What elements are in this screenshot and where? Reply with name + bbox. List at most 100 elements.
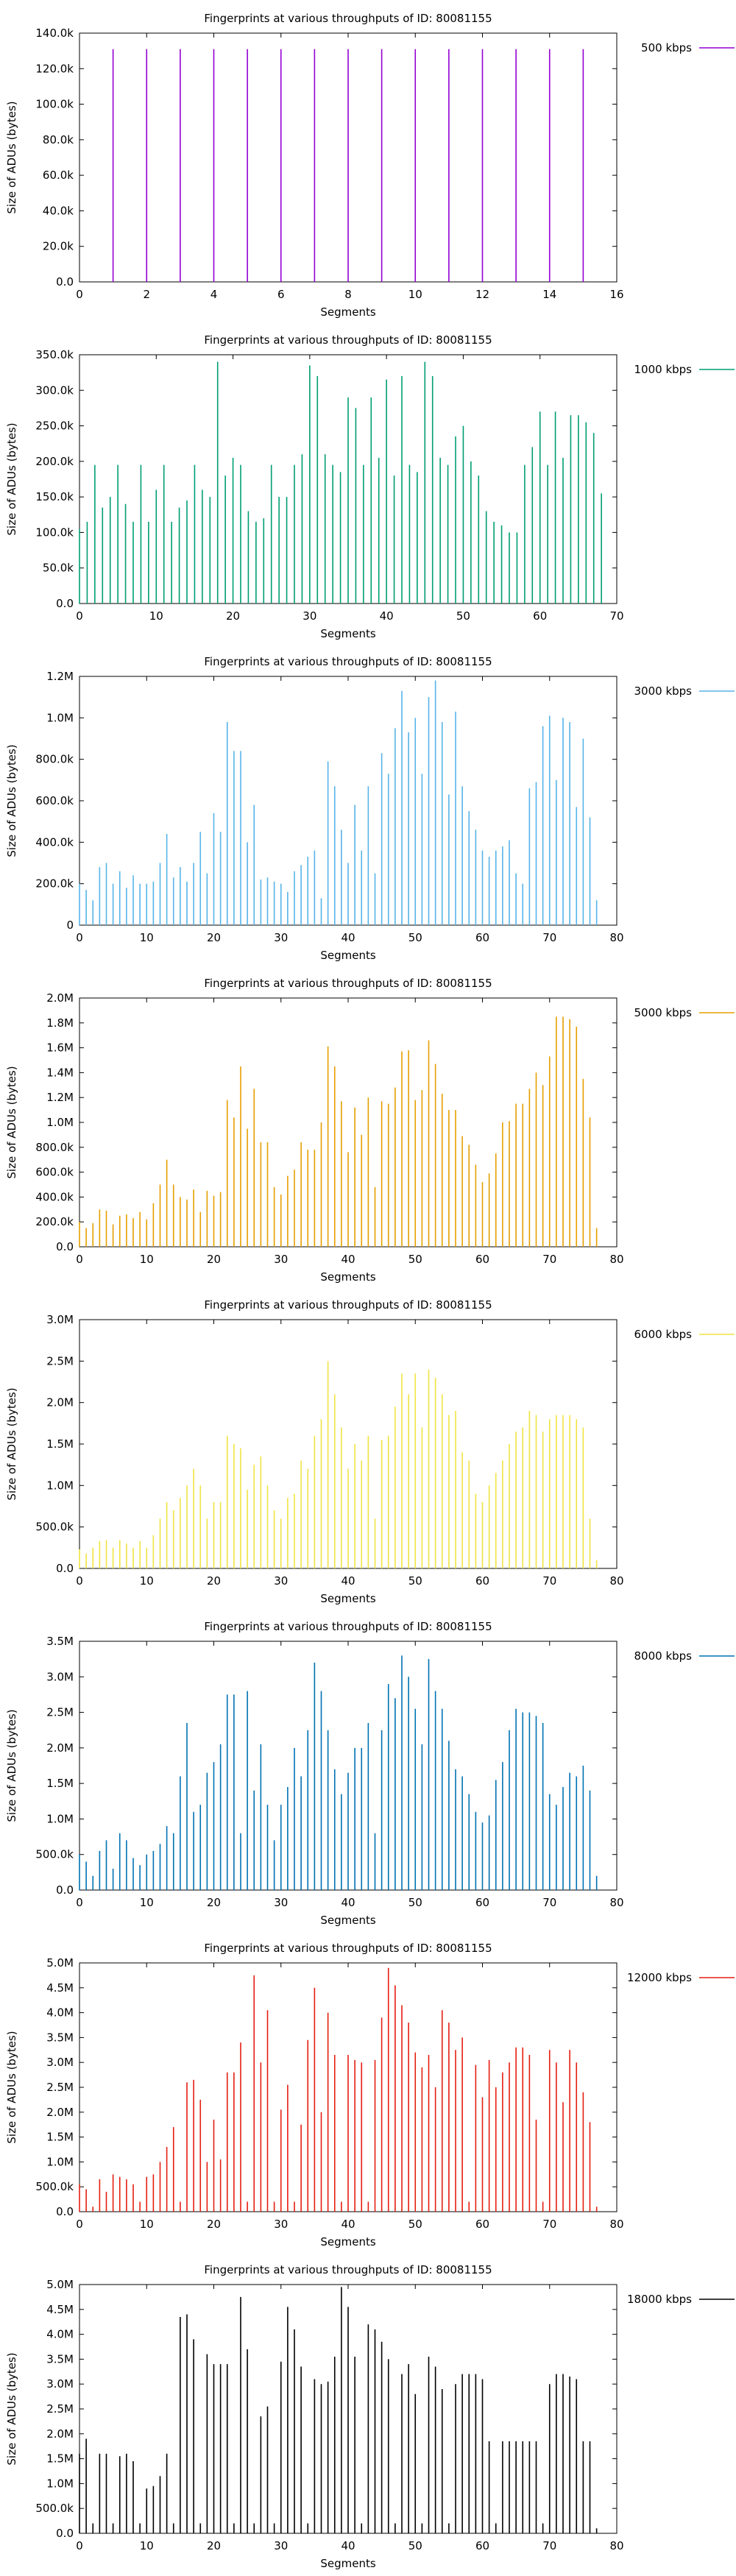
x-tick-label: 70	[542, 2539, 556, 2552]
legend-label: 3000 kbps	[634, 684, 693, 698]
x-tick-label: 60	[533, 609, 547, 623]
y-tick-label: 1.5M	[46, 1437, 74, 1451]
x-axis-label: Segments	[320, 305, 376, 319]
y-tick-label: 250.0k	[35, 420, 74, 433]
y-tick-label: 1.2M	[46, 670, 74, 683]
y-tick-label: 0.0	[56, 2527, 74, 2540]
chart-panel: Fingerprints at various throughputs of I…	[0, 322, 736, 643]
x-tick-label: 4	[210, 288, 218, 301]
y-tick-label: 40.0k	[43, 204, 74, 217]
y-tick-label: 500.0k	[35, 2502, 74, 2515]
x-axis-label: Segments	[320, 1592, 376, 1605]
y-tick-label: 4.0M	[46, 2006, 74, 2020]
x-tick-label: 20	[207, 1896, 221, 1909]
x-tick-label: 50	[408, 931, 422, 944]
y-tick-label: 3.0M	[46, 1670, 74, 1683]
x-tick-label: 10	[140, 1574, 154, 1588]
chart-title: Fingerprints at various throughputs of I…	[204, 12, 492, 25]
y-tick-label: 800.0k	[35, 1141, 74, 1154]
x-tick-label: 10	[140, 1253, 154, 1266]
x-tick-label: 80	[609, 1253, 623, 1266]
y-tick-label: 200.0k	[35, 1215, 74, 1228]
y-tick-label: 1.4M	[46, 1066, 74, 1079]
chart-title: Fingerprints at various throughputs of I…	[204, 1942, 492, 1955]
x-tick-label: 80	[609, 931, 623, 944]
x-axis-label: Segments	[320, 627, 376, 640]
y-tick-label: 0	[66, 919, 74, 932]
x-tick-label: 0	[76, 1896, 83, 1909]
y-tick-label: 4.5M	[46, 2303, 74, 2316]
y-tick-label: 2.0M	[46, 991, 74, 1005]
legend-label: 6000 kbps	[634, 1328, 693, 1341]
legend-label: 12000 kbps	[627, 1971, 692, 1984]
y-tick-label: 1.0M	[46, 1812, 74, 1825]
y-tick-label: 5.0M	[46, 1956, 74, 1970]
x-tick-label: 0	[76, 2539, 83, 2552]
x-axis-label: Segments	[320, 949, 376, 962]
chart-panel: Fingerprints at various throughputs of I…	[0, 965, 736, 1287]
legend-label: 18000 kbps	[627, 2293, 692, 2306]
x-tick-label: 50	[408, 1253, 422, 1266]
x-tick-label: 70	[542, 2218, 556, 2231]
chart-svg: Fingerprints at various throughputs of I…	[5, 333, 735, 640]
legend-label: 5000 kbps	[634, 1006, 693, 1019]
y-tick-label: 100.0k	[35, 526, 74, 539]
y-tick-label: 120.0k	[35, 62, 74, 75]
y-tick-label: 1.5M	[46, 2452, 74, 2466]
y-axis-label: Size of ADUs (bytes)	[5, 1387, 18, 1500]
y-tick-label: 1.0M	[46, 1116, 74, 1129]
legend-label: 500 kbps	[641, 41, 692, 54]
y-tick-label: 2.5M	[46, 2081, 74, 2094]
x-tick-label: 30	[274, 2539, 288, 2552]
y-tick-label: 20.0k	[43, 240, 74, 253]
x-tick-label: 50	[408, 2218, 422, 2231]
y-tick-label: 60.0k	[43, 169, 74, 182]
y-tick-label: 500.0k	[35, 1848, 74, 1861]
chart-panel: Fingerprints at various throughputs of I…	[0, 1287, 736, 1608]
x-axis-label: Segments	[320, 1270, 376, 1284]
x-tick-label: 40	[341, 2218, 355, 2231]
y-tick-label: 3.0M	[46, 2377, 74, 2391]
y-tick-label: 1.5M	[46, 2131, 74, 2144]
y-tick-label: 0.0	[56, 1883, 74, 1897]
x-tick-label: 40	[341, 1574, 355, 1588]
y-tick-label: 800.0k	[35, 753, 74, 766]
x-tick-label: 80	[609, 1574, 623, 1588]
x-tick-label: 60	[475, 2539, 489, 2552]
y-tick-label: 1.6M	[46, 1041, 74, 1055]
x-tick-label: 10	[140, 2539, 154, 2552]
chart-svg: Fingerprints at various throughputs of I…	[5, 1298, 735, 1605]
y-tick-label: 4.0M	[46, 2328, 74, 2341]
x-tick-label: 0	[76, 609, 83, 623]
x-tick-label: 70	[542, 931, 556, 944]
y-tick-label: 0.0	[56, 2205, 74, 2218]
chart-title: Fingerprints at various throughputs of I…	[204, 655, 492, 668]
y-tick-label: 140.0k	[35, 26, 74, 40]
y-axis-label: Size of ADUs (bytes)	[5, 744, 18, 857]
chart-svg: Fingerprints at various throughputs of I…	[5, 655, 735, 962]
x-tick-label: 10	[149, 609, 163, 623]
y-tick-label: 1.0M	[46, 2155, 74, 2168]
y-axis-label: Size of ADUs (bytes)	[5, 2031, 18, 2143]
x-tick-label: 16	[609, 288, 623, 301]
chart-svg: Fingerprints at various throughputs of I…	[5, 1942, 735, 2248]
x-tick-label: 80	[609, 2539, 623, 2552]
y-tick-label: 3.0M	[46, 1313, 74, 1326]
y-tick-label: 500.0k	[35, 1521, 74, 1534]
y-axis-label: Size of ADUs (bytes)	[5, 1709, 18, 1822]
chart-panel: Fingerprints at various throughputs of I…	[0, 0, 736, 322]
x-axis-label: Segments	[320, 2557, 376, 2570]
y-tick-label: 3.5M	[46, 1635, 74, 1648]
x-tick-label: 60	[475, 1896, 489, 1909]
x-tick-label: 50	[408, 2539, 422, 2552]
legend-label: 1000 kbps	[634, 363, 693, 376]
y-axis-label: Size of ADUs (bytes)	[5, 101, 18, 213]
x-tick-label: 40	[341, 931, 355, 944]
x-tick-label: 30	[274, 931, 288, 944]
chart-title: Fingerprints at various throughputs of I…	[204, 1620, 492, 1633]
x-tick-label: 30	[274, 1574, 288, 1588]
x-tick-label: 80	[609, 2218, 623, 2231]
x-tick-label: 40	[341, 1253, 355, 1266]
y-tick-label: 600.0k	[35, 1166, 74, 1179]
